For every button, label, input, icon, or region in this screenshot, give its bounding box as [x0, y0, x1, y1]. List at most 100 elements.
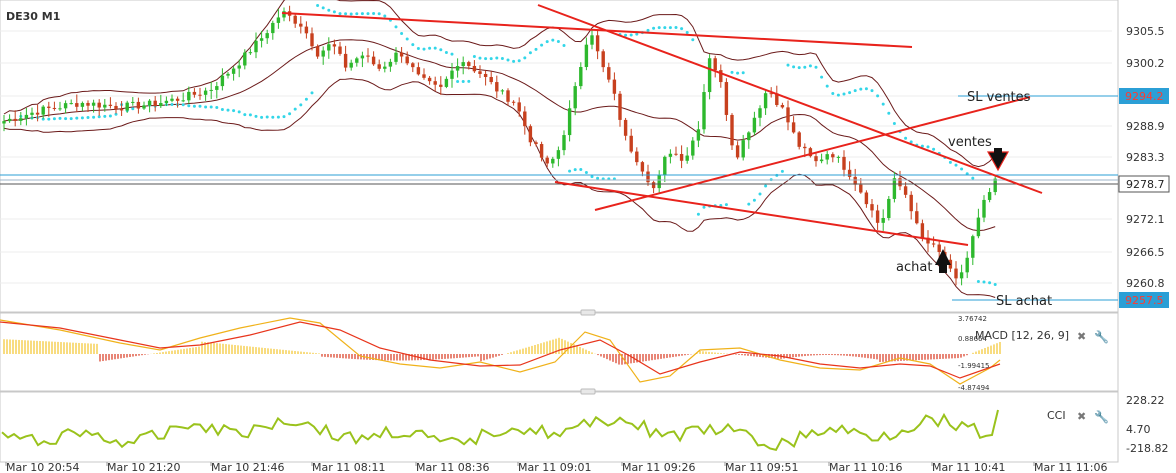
sar-dot	[64, 117, 68, 121]
sar-dot	[282, 115, 286, 119]
macd-y-tick-label: 3.76742	[958, 315, 987, 323]
bollinger-upper-line	[3, 0, 996, 168]
candle-body	[80, 102, 85, 107]
candle-body	[612, 79, 617, 94]
sar-dot	[215, 106, 219, 110]
candle-body	[360, 55, 365, 59]
x-tick-label: Mar 11 08:11	[312, 461, 385, 473]
cci-close-icon[interactable]: ✖	[1077, 410, 1086, 423]
candle-body	[248, 52, 253, 54]
candle-body	[859, 184, 863, 193]
sar-dot	[271, 115, 275, 119]
sar-dot	[428, 46, 432, 50]
candle-body	[685, 155, 689, 161]
cci-y-tick-label: 4.70	[1126, 423, 1151, 436]
candle-body	[63, 103, 68, 109]
macd-settings-icon[interactable]: 🔧	[1094, 329, 1109, 344]
price-badge-text: 9294.2	[1125, 90, 1164, 103]
sar-dot	[932, 147, 936, 151]
candle-body	[898, 178, 902, 187]
pane-splitter-handle[interactable]	[580, 388, 596, 395]
sar-dot	[752, 198, 756, 202]
sar-dot	[58, 116, 62, 120]
axes: 9305.5 9300.2 9294.2 9288.9 9283.3 9278.7 9272…	[5, 25, 1170, 473]
sar-dot	[338, 12, 342, 16]
sar-dot	[41, 117, 45, 121]
sar-dot	[131, 107, 135, 111]
candle-body	[472, 65, 477, 72]
sar-dot	[825, 84, 829, 88]
candle-body	[427, 77, 432, 82]
candle-body	[545, 157, 549, 164]
cci-settings-icon[interactable]: 🔧	[1094, 409, 1109, 424]
x-tick-label: Mar 10 21:46	[211, 461, 284, 473]
candle-body	[495, 82, 499, 92]
sar-dot	[181, 103, 185, 107]
pane-frames	[0, 0, 1119, 463]
pane-splitter-handle[interactable]	[580, 309, 596, 316]
candle-body	[175, 98, 180, 101]
macd-close-icon[interactable]: ✖	[1077, 330, 1086, 343]
candle-body	[825, 154, 829, 160]
candle-body	[164, 100, 169, 104]
sar-dot	[411, 43, 415, 47]
candle-body	[377, 64, 381, 69]
candle-body	[383, 66, 387, 69]
candle-body	[405, 56, 409, 64]
sar-dot	[629, 33, 633, 37]
sar-dot	[265, 115, 269, 119]
trendline	[594, 96, 1031, 211]
sar-dot	[472, 54, 476, 58]
candle-body	[30, 112, 34, 115]
candle-body	[702, 92, 706, 130]
candle-body	[993, 178, 997, 193]
cci-line	[1, 409, 999, 452]
sar-dot	[892, 122, 896, 126]
sar-dot	[97, 115, 101, 119]
candle-body	[24, 114, 29, 119]
sar-dot	[702, 205, 706, 209]
sar-dot	[355, 12, 359, 16]
sar-dot	[75, 116, 79, 120]
sar-dot	[47, 117, 51, 121]
sar-dot	[887, 111, 891, 115]
sar-dot	[696, 212, 700, 216]
sar-dot	[842, 92, 846, 96]
x-tick-label: Mar 11 09:51	[725, 461, 798, 473]
bollinger-lower-line	[3, 78, 996, 298]
sl-ventes-label: SL ventes	[967, 90, 1031, 105]
y-tick-label: 9283.3	[1126, 151, 1165, 164]
candle-body	[679, 153, 684, 161]
candle-body	[422, 74, 426, 78]
candle-body	[752, 117, 757, 133]
cci-title: CCI	[1047, 409, 1066, 422]
cci-y-tick-label: 228.22	[1126, 394, 1165, 407]
sar-dot	[316, 3, 320, 7]
sar-dot	[724, 203, 728, 207]
sar-dot	[52, 117, 56, 121]
sar-dot	[433, 46, 437, 50]
candle-body	[579, 67, 583, 87]
sar-dot	[562, 44, 566, 48]
sar-dot	[170, 103, 174, 107]
sar-dot	[982, 280, 986, 284]
sar-dot	[405, 37, 409, 41]
sar-dot	[439, 48, 443, 52]
sar-dot	[377, 12, 381, 16]
candle-body	[75, 103, 79, 107]
candle-body	[388, 61, 393, 67]
candle-body	[635, 151, 639, 163]
candle-body	[719, 70, 723, 83]
candle-body	[920, 223, 925, 238]
candle-body	[971, 236, 975, 258]
candle-body	[483, 73, 488, 78]
y-tick-label: 9266.5	[1126, 246, 1165, 259]
candle-body	[203, 90, 208, 95]
sar-dot	[114, 112, 118, 116]
sar-dot	[349, 12, 353, 16]
buy-arrow-icon	[935, 249, 951, 273]
sar-dot	[657, 26, 661, 30]
candle-body	[595, 35, 600, 52]
sar-dot	[187, 104, 191, 108]
candle-body	[119, 109, 124, 111]
